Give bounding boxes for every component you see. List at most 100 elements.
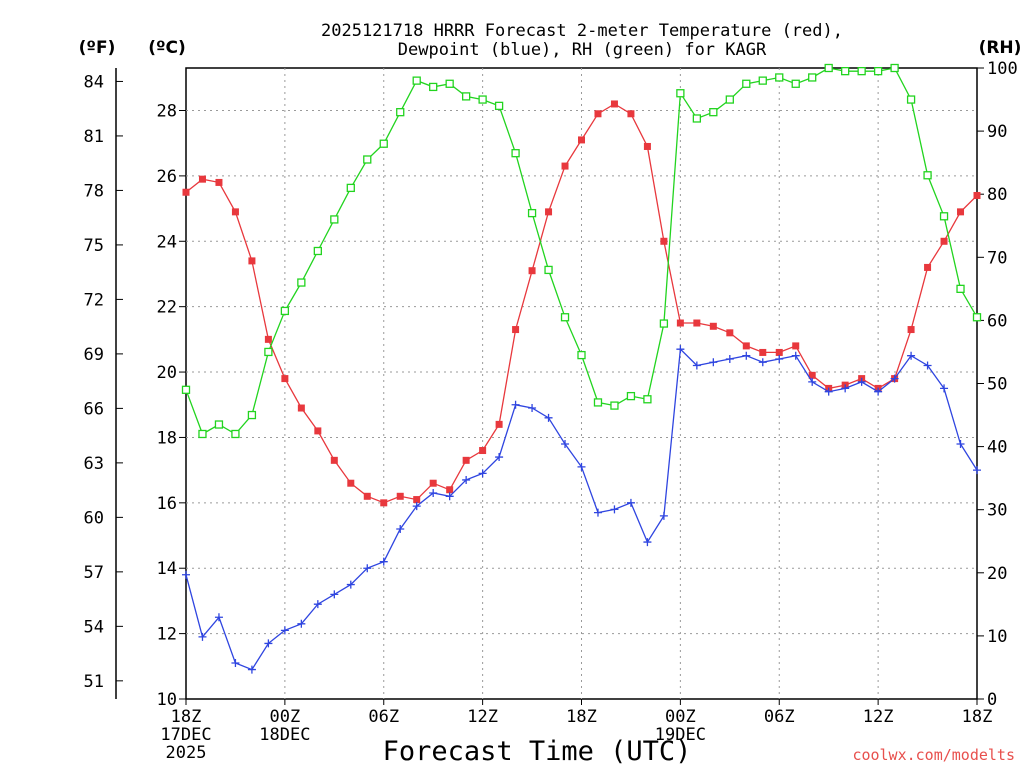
dewpoint-point	[758, 358, 767, 367]
temperature-point	[528, 267, 536, 275]
rh-point	[511, 149, 520, 158]
rh-point	[972, 313, 982, 322]
rh-point	[824, 63, 833, 73]
rh-tick-label: 90	[987, 122, 1007, 142]
x-tick-label: 18Z	[962, 707, 993, 727]
rh-point	[939, 212, 949, 221]
temperature-point	[709, 322, 717, 330]
fahrenheit-tick-label: 60	[84, 508, 104, 528]
rh-tick-label: 70	[987, 248, 1007, 268]
temperature-point	[314, 427, 322, 435]
rh-point	[330, 215, 339, 224]
x-tick-label: 06Z	[368, 707, 399, 727]
temperature-point	[380, 499, 388, 507]
x-tick-label: 17DEC	[160, 725, 211, 745]
celsius-tick-label: 24	[157, 232, 177, 252]
dewpoint-point	[709, 358, 718, 367]
dewpoint-point	[198, 632, 207, 641]
rh-point	[478, 95, 487, 104]
data-series	[181, 63, 982, 674]
dewpoint-point	[808, 377, 817, 386]
temperature-point	[462, 456, 470, 464]
x-tick-label: 12Z	[467, 707, 498, 727]
rh-point	[676, 89, 685, 98]
celsius-tick-label: 18	[157, 428, 177, 448]
temperature-point	[726, 329, 734, 337]
x-tick-label: 19DEC	[655, 725, 706, 745]
rh-tick-label: 100	[987, 59, 1018, 79]
dewpoint-point	[297, 619, 306, 628]
dewpoint-point	[725, 354, 734, 363]
dewpoint-point	[676, 345, 685, 354]
rh-tick-label: 10	[987, 627, 1007, 647]
rh-point	[264, 347, 273, 357]
rh-point	[297, 278, 306, 287]
rh-point	[758, 76, 767, 85]
temperature-point	[248, 257, 256, 265]
rh-point	[280, 306, 290, 316]
rh-point	[527, 208, 537, 218]
rh-point	[742, 79, 751, 88]
dewpoint-point	[577, 462, 586, 471]
dewpoint-point	[544, 413, 553, 422]
rh-point	[857, 67, 866, 76]
fahrenheit-tick-label: 84	[84, 72, 104, 92]
rh-tick-label: 40	[987, 438, 1007, 458]
dewpoint-point	[742, 351, 751, 360]
temperature-point	[907, 326, 915, 334]
dewpoint-point	[412, 502, 421, 511]
rh-point	[412, 76, 421, 85]
x-axis-label: Forecast Time (UTC)	[383, 736, 692, 767]
rh-point	[923, 171, 932, 180]
temperature-point	[215, 178, 223, 186]
dewpoint-point	[495, 453, 504, 462]
celsius-tick-label: 26	[157, 167, 177, 187]
temperature-point	[742, 342, 750, 350]
temperature-point	[594, 110, 602, 118]
rh-point	[593, 398, 603, 407]
celsius-tick-label: 20	[157, 363, 177, 383]
rh-point	[429, 82, 438, 92]
fahrenheit-tick-label: 57	[84, 563, 104, 583]
dewpoint-point	[363, 564, 372, 573]
temperature-point	[578, 136, 585, 144]
rh-point	[461, 92, 471, 101]
rh-point	[181, 385, 191, 394]
dewpoint-point	[214, 613, 223, 622]
rh-point	[560, 313, 570, 322]
temperature-point	[957, 208, 965, 216]
dewpoint-point	[231, 659, 240, 668]
rh-point	[873, 67, 883, 76]
dewpoint-point	[462, 475, 471, 484]
rh-point	[396, 108, 405, 117]
temperature-point	[396, 492, 404, 500]
temperature-point	[363, 492, 371, 500]
x-tick-label: 00Z	[270, 707, 301, 727]
celsius-tick-label: 14	[157, 559, 177, 579]
rh-point	[775, 73, 784, 82]
rh-point	[626, 391, 636, 401]
temperature-point	[660, 237, 668, 245]
chart-title-line-2: Dewpoint (blue), RH (green) for KAGR	[398, 40, 767, 60]
rh-point	[494, 101, 504, 111]
dewpoint-point	[396, 524, 405, 533]
dewpoint-point	[692, 361, 701, 370]
fahrenheit-tick-label: 69	[84, 345, 104, 365]
temperature-point	[676, 319, 684, 327]
rh-point	[198, 429, 207, 439]
dewpoint-point	[593, 508, 602, 517]
celsius-tick-label: 10	[157, 690, 177, 710]
temperature-point	[693, 319, 701, 327]
rh-point	[643, 395, 652, 404]
dewpoint-point	[973, 466, 981, 475]
dewpoint-point	[264, 639, 273, 648]
rh-point	[956, 284, 965, 294]
rh-point	[841, 67, 850, 76]
dewpoint-point	[890, 374, 899, 383]
temperature-point	[182, 188, 190, 196]
fahrenheit-tick-label: 54	[84, 617, 104, 637]
celsius-tick-label: 28	[157, 102, 177, 122]
temperature-point	[561, 162, 569, 170]
